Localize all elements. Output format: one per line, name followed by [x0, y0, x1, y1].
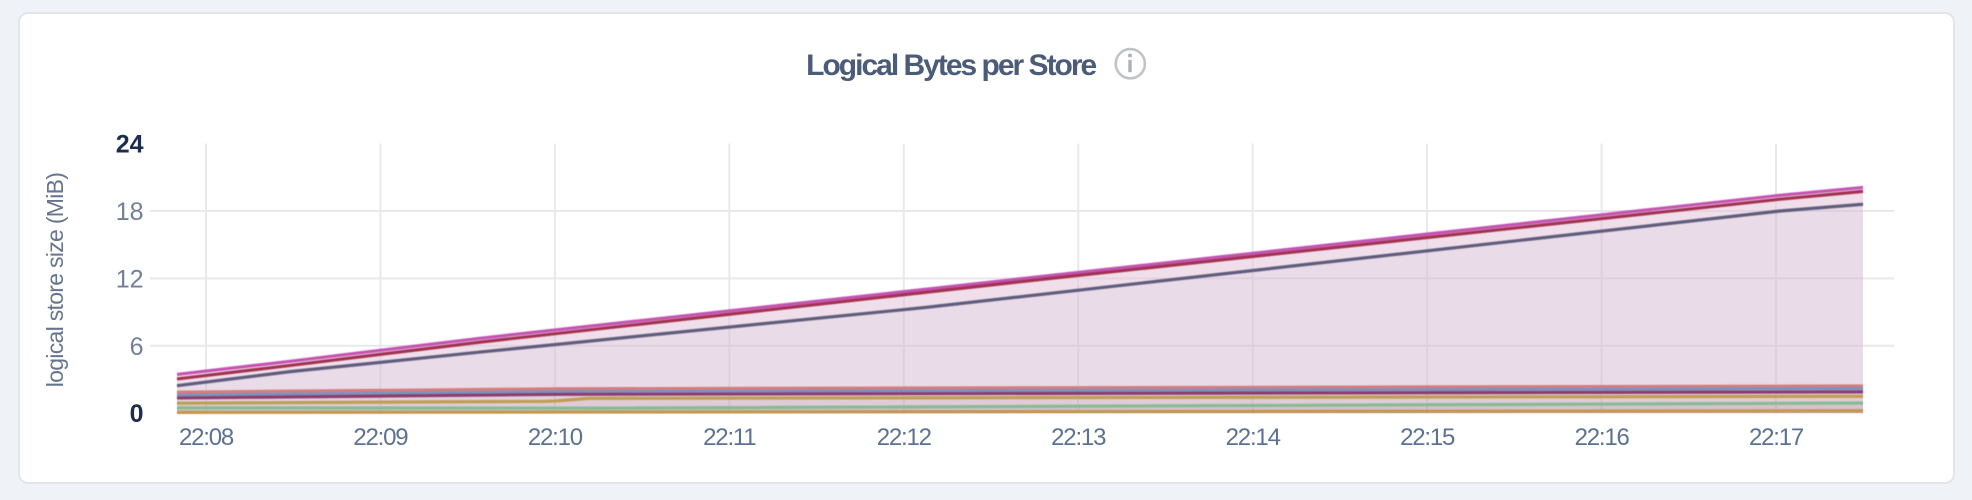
svg-text:12: 12: [116, 265, 144, 293]
svg-text:22:13: 22:13: [1051, 424, 1106, 451]
svg-text:22:17: 22:17: [1749, 424, 1804, 451]
svg-text:22:16: 22:16: [1575, 424, 1630, 451]
svg-text:22:14: 22:14: [1226, 424, 1281, 451]
svg-text:24: 24: [116, 131, 144, 159]
svg-text:22:10: 22:10: [528, 424, 583, 451]
svg-text:Logical Bytes per Store: Logical Bytes per Store: [806, 49, 1096, 82]
svg-text:logical store size (MiB): logical store size (MiB): [42, 173, 68, 388]
svg-text:22:15: 22:15: [1400, 424, 1455, 451]
svg-text:22:12: 22:12: [877, 424, 932, 451]
svg-text:22:11: 22:11: [703, 424, 756, 451]
svg-text:22:08: 22:08: [179, 424, 234, 451]
svg-text:0: 0: [130, 400, 144, 428]
svg-text:18: 18: [116, 198, 144, 226]
svg-text:22:09: 22:09: [353, 424, 408, 451]
svg-text:6: 6: [130, 333, 144, 361]
